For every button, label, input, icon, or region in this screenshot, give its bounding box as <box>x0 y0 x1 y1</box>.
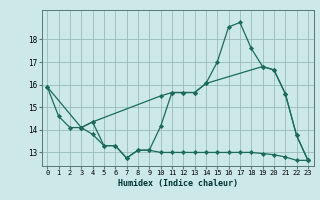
X-axis label: Humidex (Indice chaleur): Humidex (Indice chaleur) <box>118 179 237 188</box>
